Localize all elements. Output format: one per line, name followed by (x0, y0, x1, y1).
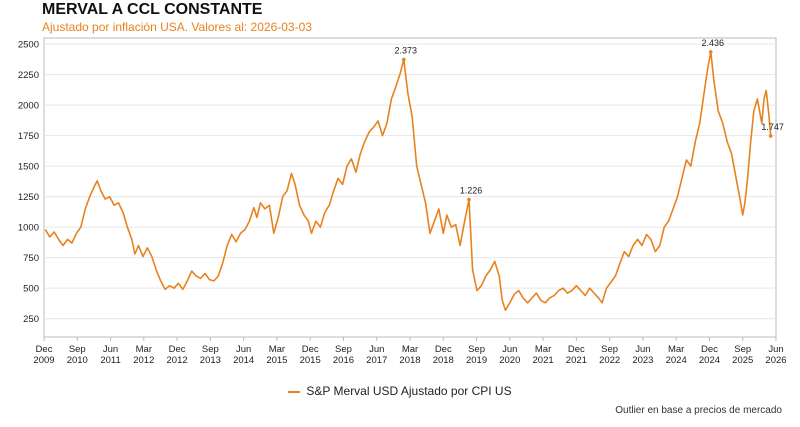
x-tick-label: Dec 2009 (33, 344, 54, 366)
x-tick-label: Jun 2023 (632, 344, 653, 366)
x-tick-label: Sep 2022 (599, 344, 620, 366)
y-tick-label: 2250 (18, 70, 39, 81)
x-tick-label: Sep 2025 (732, 344, 753, 366)
legend: S&P Merval USD Ajustado por CPI US (0, 384, 800, 398)
x-tick-label: Jun 2026 (765, 344, 786, 366)
x-tick-label: Mar 2015 (266, 344, 287, 366)
chart-subtitle: Ajustado por inflación USA. Valores al: … (42, 20, 312, 34)
y-tick-label: 1500 (18, 162, 39, 173)
x-tick-label: Dec 2012 (167, 344, 188, 366)
x-tick-label: Sep 2010 (67, 344, 88, 366)
y-tick-label: 2500 (18, 40, 39, 51)
annotation-label: 1.226 (460, 186, 483, 196)
x-tick-label: Dec 2024 (699, 344, 720, 366)
series-layer (44, 51, 772, 311)
x-tick-label: Sep 2013 (200, 344, 221, 366)
annotation-layer: 2.373 1.226 2.436 1.747 (395, 38, 784, 202)
annotation-label: 2.436 (702, 38, 725, 48)
annotation-point (768, 134, 773, 138)
chart-title: MERVAL A CCL CONSTANTE (42, 1, 263, 18)
annotation-point (467, 197, 471, 202)
annotation-label: 1.747 (761, 122, 784, 132)
x-tick-label: Sep 2019 (466, 344, 487, 366)
grid-layer (43, 37, 777, 338)
x-tick-label: Jun 2020 (499, 344, 520, 366)
x-tick-label: Sep 2016 (333, 344, 354, 366)
x-tick-label: Mar 2024 (666, 344, 687, 366)
x-tick-label: Dec 2018 (433, 344, 454, 366)
x-tick-label: Dec 2021 (566, 344, 587, 366)
annotation-point (401, 57, 406, 62)
y-tick-label: 750 (23, 253, 39, 264)
axis-layer: 250 500 750 1000 1250 1500 1750 2000 2250 2500 Dec… (18, 40, 787, 366)
x-tick-label: Mar 2021 (533, 344, 554, 366)
y-tick-label: 2000 (18, 101, 39, 112)
x-tick-label: Jun 2014 (233, 344, 254, 366)
legend-swatch (288, 390, 301, 393)
series-line (44, 51, 772, 311)
y-tick-label: 1000 (18, 223, 39, 234)
plot-frame (43, 37, 777, 338)
legend-label: S&P Merval USD Ajustado por CPI US (306, 384, 512, 398)
x-tick-label: Dec 2015 (300, 344, 321, 366)
x-tick-label: Mar 2012 (133, 344, 154, 366)
x-tick-label: Jun 2017 (366, 344, 387, 366)
x-tick-label: Mar 2018 (399, 344, 420, 366)
footnote: Outlier en base a precios de mercado (615, 405, 782, 416)
annotation-label: 2.373 (395, 46, 418, 56)
annotation-point (708, 50, 713, 54)
x-tick-label: Jun 2011 (100, 344, 120, 366)
y-tick-label: 1250 (18, 192, 39, 203)
y-tick-label: 250 (23, 314, 39, 325)
y-tick-label: 1750 (18, 131, 39, 142)
y-tick-label: 500 (23, 284, 39, 295)
